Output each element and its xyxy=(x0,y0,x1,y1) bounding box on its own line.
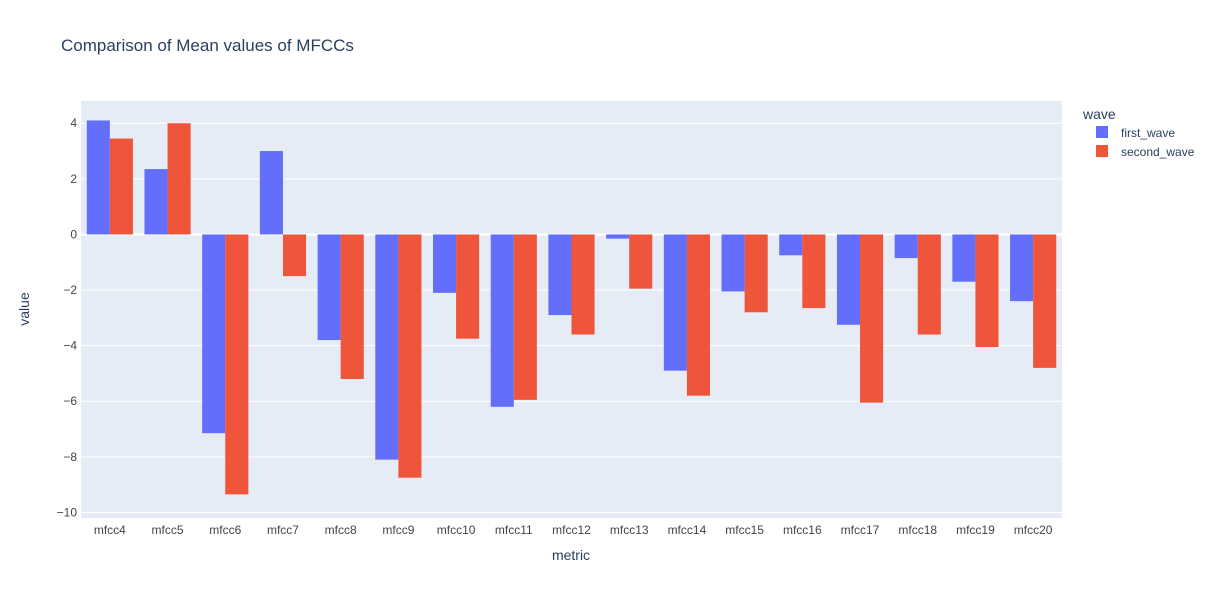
x-tick-label: mfcc11 xyxy=(495,523,533,537)
legend[interactable]: wave first_wave second_wave xyxy=(1082,106,1195,159)
y-tick-label: −6 xyxy=(63,394,77,408)
bar-second-wave-mfcc9[interactable] xyxy=(398,234,422,478)
x-tick-label: mfcc20 xyxy=(1014,523,1053,537)
bar-first-wave-mfcc5[interactable] xyxy=(144,169,168,235)
x-tick-label: mfcc17 xyxy=(841,523,880,537)
y-axis-label: value xyxy=(16,292,32,326)
x-tick-label: mfcc18 xyxy=(898,523,937,537)
x-tick-label: mfcc6 xyxy=(209,523,241,537)
y-tick-label: −2 xyxy=(63,283,77,297)
bars xyxy=(86,120,1057,495)
legend-title: wave xyxy=(1082,106,1116,122)
bar-first-wave-mfcc10[interactable] xyxy=(433,234,457,293)
y-tick-label: −4 xyxy=(63,339,77,353)
bar-first-wave-mfcc20[interactable] xyxy=(1010,234,1034,302)
bar-second-wave-mfcc8[interactable] xyxy=(340,234,364,379)
bar-first-wave-mfcc4[interactable] xyxy=(86,120,110,235)
bar-first-wave-mfcc7[interactable] xyxy=(259,151,283,235)
bar-second-wave-mfcc4[interactable] xyxy=(109,138,133,235)
bar-second-wave-mfcc12[interactable] xyxy=(571,234,595,335)
bar-first-wave-mfcc14[interactable] xyxy=(663,234,687,371)
bar-first-wave-mfcc15[interactable] xyxy=(721,234,745,292)
bar-second-wave-mfcc15[interactable] xyxy=(744,234,768,313)
bar-second-wave-mfcc16[interactable] xyxy=(802,234,826,309)
bar-first-wave-mfcc9[interactable] xyxy=(375,234,399,460)
x-tick-label: mfcc19 xyxy=(956,523,995,537)
legend-swatch-second-wave xyxy=(1096,145,1108,157)
x-tick-label: mfcc12 xyxy=(552,523,591,537)
y-tick-label: 0 xyxy=(70,227,77,241)
bar-first-wave-mfcc17[interactable] xyxy=(836,234,861,325)
bar-second-wave-mfcc18[interactable] xyxy=(917,234,941,335)
legend-label-first-wave[interactable]: first_wave xyxy=(1121,126,1175,140)
bar-second-wave-mfcc13[interactable] xyxy=(629,234,653,289)
y-tick-label: 2 xyxy=(70,172,77,186)
bar-second-wave-mfcc20[interactable] xyxy=(1033,234,1057,368)
bar-first-wave-mfcc18[interactable] xyxy=(894,234,918,259)
y-tick-label: −10 xyxy=(57,505,78,519)
chart-title: Comparison of Mean values of MFCCs xyxy=(61,36,354,55)
bar-first-wave-mfcc16[interactable] xyxy=(779,234,803,256)
x-tick-label: mfcc9 xyxy=(382,523,414,537)
x-tick-label: mfcc16 xyxy=(783,523,822,537)
bar-second-wave-mfcc19[interactable] xyxy=(975,234,999,348)
bar-first-wave-mfcc11[interactable] xyxy=(490,234,514,407)
bar-first-wave-mfcc6[interactable] xyxy=(202,234,226,434)
bar-second-wave-mfcc14[interactable] xyxy=(686,234,710,396)
y-axis-ticks: 4 2 0 −2 −4 −6 −8 −10 xyxy=(57,116,78,519)
x-tick-label: mfcc14 xyxy=(668,523,707,537)
bar-first-wave-mfcc12[interactable] xyxy=(548,234,572,316)
x-axis-ticks: mfcc4 mfcc5 mfcc6 mfcc7 mfcc8 mfcc9 mfcc10 mfcc… xyxy=(94,523,1053,537)
bar-second-wave-mfcc7[interactable] xyxy=(282,234,307,277)
x-axis-label: metric xyxy=(552,547,590,563)
legend-swatch-first-wave xyxy=(1096,126,1108,138)
bar-second-wave-mfcc5[interactable] xyxy=(167,123,191,235)
legend-label-second-wave[interactable]: second_wave xyxy=(1121,145,1195,159)
bar-second-wave-mfcc10[interactable] xyxy=(456,234,480,339)
bar-first-wave-mfcc8[interactable] xyxy=(317,234,341,341)
y-tick-label: 4 xyxy=(70,116,77,130)
y-tick-label: −8 xyxy=(63,450,77,464)
x-tick-label: mfcc5 xyxy=(152,523,184,537)
x-tick-label: mfcc15 xyxy=(725,523,764,537)
bar-second-wave-mfcc11[interactable] xyxy=(513,234,537,400)
bar-second-wave-mfcc6[interactable] xyxy=(225,234,249,495)
x-tick-label: mfcc7 xyxy=(267,523,299,537)
bar-second-wave-mfcc17[interactable] xyxy=(860,234,884,403)
x-tick-label: mfcc4 xyxy=(94,523,126,537)
x-tick-label: mfcc8 xyxy=(325,523,357,537)
x-tick-label: mfcc13 xyxy=(610,523,649,537)
x-tick-label: mfcc10 xyxy=(437,523,476,537)
bar-first-wave-mfcc13[interactable] xyxy=(606,234,630,239)
bar-first-wave-mfcc19[interactable] xyxy=(952,234,976,282)
